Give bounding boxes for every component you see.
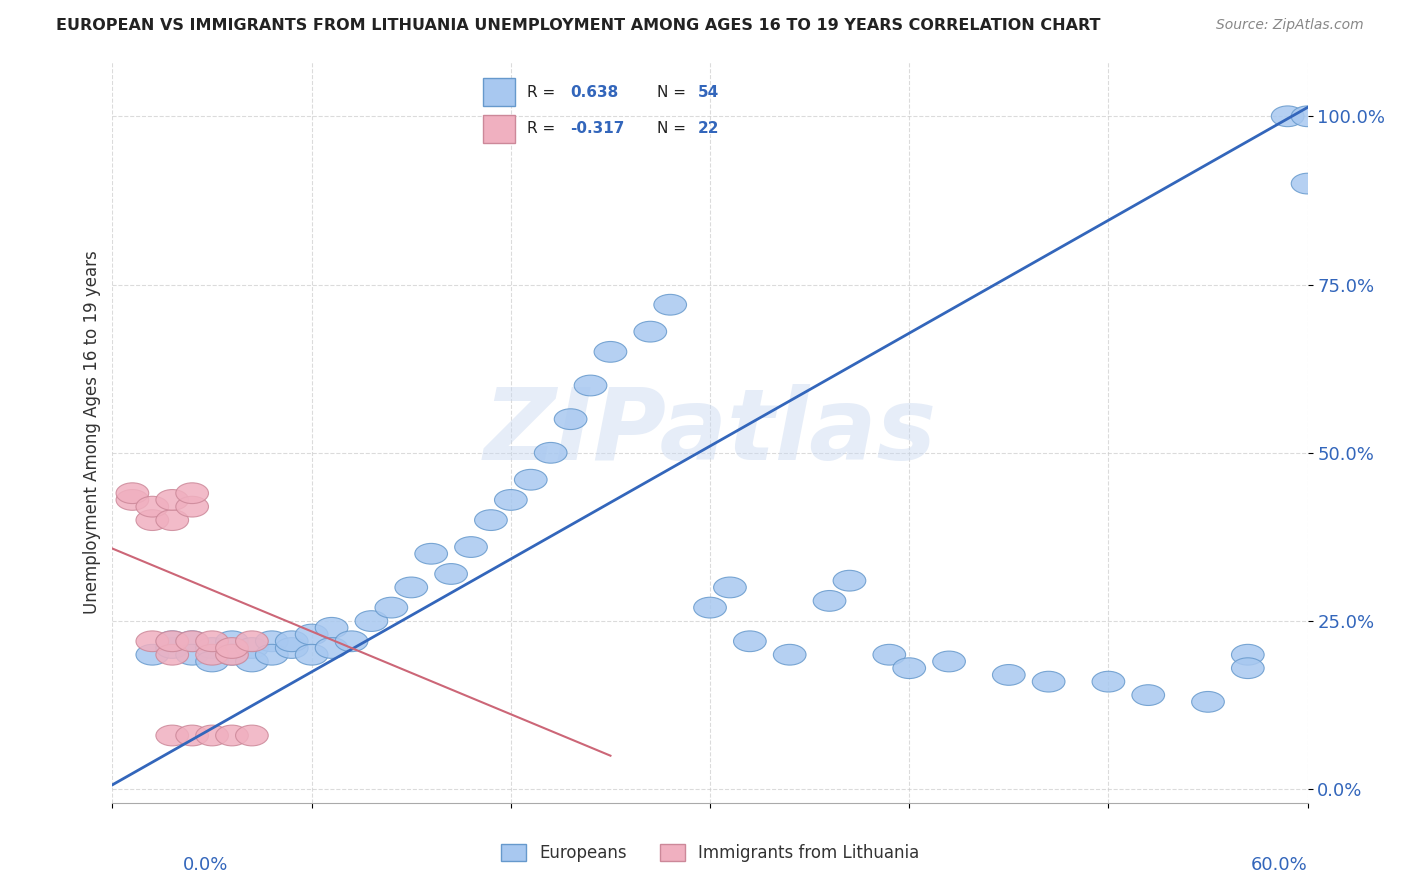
Ellipse shape: [554, 409, 586, 430]
Ellipse shape: [236, 631, 269, 652]
Ellipse shape: [176, 725, 208, 746]
Ellipse shape: [693, 598, 727, 618]
Text: Source: ZipAtlas.com: Source: ZipAtlas.com: [1216, 18, 1364, 32]
Ellipse shape: [236, 725, 269, 746]
Ellipse shape: [893, 657, 925, 679]
Ellipse shape: [215, 644, 249, 665]
Ellipse shape: [315, 617, 347, 638]
Ellipse shape: [176, 631, 208, 652]
Ellipse shape: [1291, 173, 1324, 194]
Ellipse shape: [176, 496, 208, 517]
Ellipse shape: [1132, 685, 1164, 706]
Ellipse shape: [156, 644, 188, 665]
Ellipse shape: [315, 638, 347, 658]
Ellipse shape: [256, 631, 288, 652]
Y-axis label: Unemployment Among Ages 16 to 19 years: Unemployment Among Ages 16 to 19 years: [83, 251, 101, 615]
Ellipse shape: [176, 631, 208, 652]
Ellipse shape: [215, 631, 249, 652]
Ellipse shape: [634, 321, 666, 342]
Ellipse shape: [454, 537, 488, 558]
Ellipse shape: [117, 483, 149, 504]
Ellipse shape: [136, 644, 169, 665]
Ellipse shape: [215, 725, 249, 746]
Ellipse shape: [117, 490, 149, 510]
Ellipse shape: [356, 611, 388, 632]
Ellipse shape: [236, 651, 269, 672]
Ellipse shape: [773, 644, 806, 665]
Text: EUROPEAN VS IMMIGRANTS FROM LITHUANIA UNEMPLOYMENT AMONG AGES 16 TO 19 YEARS COR: EUROPEAN VS IMMIGRANTS FROM LITHUANIA UN…: [56, 18, 1101, 33]
Ellipse shape: [176, 483, 208, 504]
Ellipse shape: [395, 577, 427, 598]
Ellipse shape: [495, 490, 527, 510]
Ellipse shape: [1291, 106, 1324, 127]
Ellipse shape: [215, 644, 249, 665]
Ellipse shape: [1232, 657, 1264, 679]
Ellipse shape: [932, 651, 966, 672]
Ellipse shape: [295, 644, 328, 665]
Ellipse shape: [873, 644, 905, 665]
Ellipse shape: [156, 725, 188, 746]
Ellipse shape: [1032, 672, 1064, 692]
Ellipse shape: [176, 644, 208, 665]
Ellipse shape: [156, 490, 188, 510]
Ellipse shape: [276, 631, 308, 652]
Ellipse shape: [415, 543, 447, 564]
Ellipse shape: [375, 598, 408, 618]
Ellipse shape: [195, 725, 228, 746]
Ellipse shape: [1232, 644, 1264, 665]
Ellipse shape: [475, 509, 508, 531]
Text: 60.0%: 60.0%: [1251, 856, 1308, 874]
Ellipse shape: [156, 638, 188, 658]
Ellipse shape: [1271, 106, 1303, 127]
Ellipse shape: [256, 644, 288, 665]
Ellipse shape: [574, 376, 607, 396]
Ellipse shape: [195, 638, 228, 658]
Ellipse shape: [136, 631, 169, 652]
Ellipse shape: [276, 638, 308, 658]
Ellipse shape: [195, 644, 228, 665]
Ellipse shape: [156, 631, 188, 652]
Ellipse shape: [714, 577, 747, 598]
Ellipse shape: [335, 631, 368, 652]
Ellipse shape: [993, 665, 1025, 685]
Ellipse shape: [136, 496, 169, 517]
Ellipse shape: [654, 294, 686, 315]
Legend: Europeans, Immigrants from Lithuania: Europeans, Immigrants from Lithuania: [494, 837, 927, 869]
Ellipse shape: [156, 631, 188, 652]
Ellipse shape: [834, 570, 866, 591]
Ellipse shape: [734, 631, 766, 652]
Ellipse shape: [1092, 672, 1125, 692]
Ellipse shape: [215, 638, 249, 658]
Ellipse shape: [595, 342, 627, 362]
Ellipse shape: [195, 651, 228, 672]
Ellipse shape: [295, 624, 328, 645]
Text: 0.0%: 0.0%: [183, 856, 228, 874]
Text: ZIPatlas: ZIPatlas: [484, 384, 936, 481]
Ellipse shape: [195, 631, 228, 652]
Ellipse shape: [534, 442, 567, 463]
Ellipse shape: [156, 509, 188, 531]
Ellipse shape: [813, 591, 846, 611]
Ellipse shape: [515, 469, 547, 490]
Ellipse shape: [434, 564, 467, 584]
Ellipse shape: [136, 509, 169, 531]
Ellipse shape: [236, 638, 269, 658]
Ellipse shape: [1192, 691, 1225, 712]
